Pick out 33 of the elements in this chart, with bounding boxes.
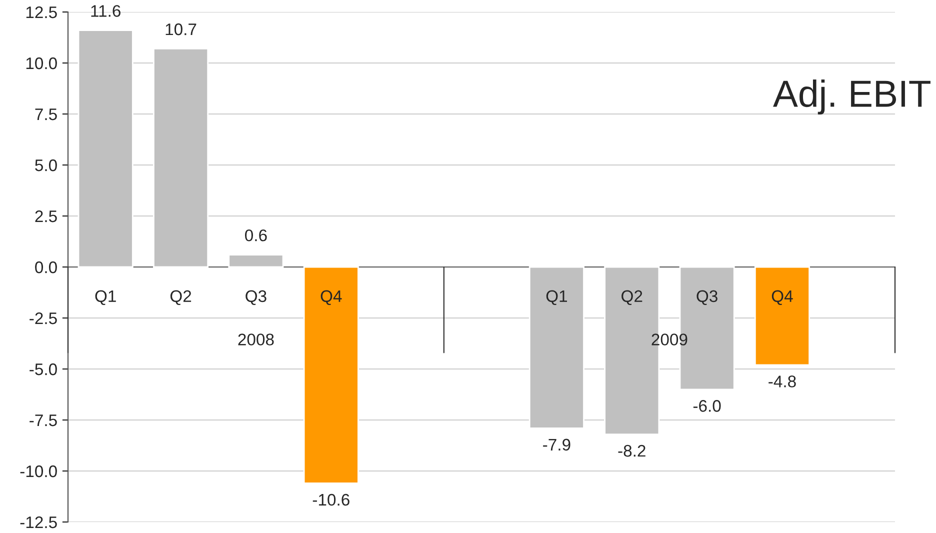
bar xyxy=(228,254,284,268)
data-label: 11.6 xyxy=(91,5,120,17)
y-tick-label: -7.5 xyxy=(30,414,57,426)
y-tick-label: -2.5 xyxy=(30,312,57,324)
y-tick-label: -10.0 xyxy=(20,465,57,478)
x-tick-label: Q3 xyxy=(696,290,718,306)
data-label: -7.9 xyxy=(543,438,570,451)
data-label: 0.6 xyxy=(245,229,267,242)
x-tick-label: Q1 xyxy=(546,290,567,306)
x-tick-label: Q2 xyxy=(170,290,192,306)
x-tick-label: Q2 xyxy=(622,290,642,306)
y-tick-label: 2.5 xyxy=(35,210,57,222)
x-tick-label: Q4 xyxy=(320,290,342,306)
text: Adj. EBIT xyxy=(773,80,930,114)
x-tick-label: Q3 xyxy=(246,290,266,306)
annotation: 2009 xyxy=(652,334,688,346)
data-label: -4.8 xyxy=(768,376,796,388)
y-tick-label: 12.5 xyxy=(26,6,57,18)
y-tick-label: 0.0 xyxy=(35,261,57,274)
x-tick-label: Q1 xyxy=(95,290,116,306)
bar xyxy=(303,266,359,484)
data-label: -6.0 xyxy=(693,400,721,412)
y-tick-label: -5.0 xyxy=(30,363,57,376)
data-label: -10.6 xyxy=(312,494,350,506)
y-tick-label: 10.0 xyxy=(26,57,57,70)
y-tick-label: 5.0 xyxy=(35,159,57,172)
data-label: 10.7 xyxy=(166,23,196,36)
annotation: 2008 xyxy=(238,334,274,346)
x-tick-label: Q4 xyxy=(772,290,793,306)
data-label: -8.2 xyxy=(618,444,646,457)
y-tick-label: -12.5 xyxy=(20,516,57,528)
y-tick-label: 7.5 xyxy=(35,108,57,120)
bar xyxy=(754,266,810,366)
